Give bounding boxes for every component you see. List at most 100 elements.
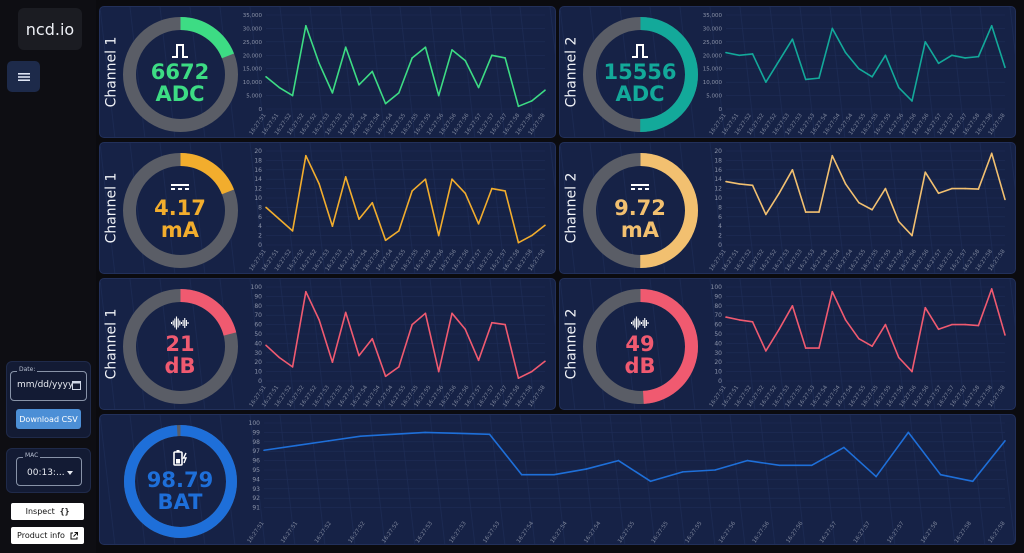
y-tick-label: 40 — [254, 340, 262, 347]
gauge-unit: mA — [620, 218, 660, 242]
gauge: 6672 ADC — [122, 16, 238, 132]
data-point — [371, 70, 374, 73]
data-point — [897, 86, 900, 89]
gauge: 49 dB — [582, 288, 698, 404]
data-point — [517, 105, 520, 108]
series-line — [725, 24, 1006, 102]
data-point — [411, 190, 413, 192]
gauge-readout: 6672 ADC — [123, 17, 238, 132]
data-point — [456, 432, 459, 435]
data-point — [358, 84, 360, 86]
data-point — [937, 328, 940, 331]
data-point — [884, 187, 887, 190]
x-tick-label: 16:27:55 — [651, 520, 670, 544]
x-tick-label: 16:27:53 — [449, 520, 468, 544]
date-field[interactable]: Date: mm/dd/yyyy — [10, 366, 87, 401]
channel-label-text: Channel 1 — [103, 308, 119, 380]
calendar-icon[interactable] — [72, 380, 81, 390]
data-point — [344, 311, 347, 314]
data-point — [437, 370, 440, 373]
y-tick-label: 96 — [252, 458, 260, 465]
data-point — [738, 319, 741, 321]
data-point — [504, 57, 506, 59]
mac-select[interactable]: MAC 00:13:... — [16, 452, 82, 486]
data-point — [714, 469, 716, 471]
x-tick-label: 16:27:58 — [988, 520, 1007, 544]
series-line — [725, 152, 1006, 237]
square-wave-icon — [632, 44, 648, 58]
y-tick-label: 0 — [718, 378, 722, 385]
data-point — [384, 239, 387, 242]
y-tick-label: 35,000 — [243, 13, 263, 19]
y-tick-label: 8 — [258, 204, 262, 211]
data-point — [751, 320, 754, 323]
data-point — [392, 433, 394, 436]
data-point — [464, 328, 467, 331]
y-tick-label: 25,000 — [243, 40, 263, 46]
x-tick-label: 16:27:56 — [752, 520, 771, 544]
ncd-logo[interactable]: ncd.io — [18, 8, 82, 50]
x-tick-label: 16:27:56 — [718, 520, 737, 544]
data-point — [791, 305, 794, 307]
y-tick-label: 35,000 — [703, 13, 723, 19]
x-tick-label: 16:27:57 — [853, 520, 872, 544]
data-point — [791, 38, 794, 40]
data-point — [977, 55, 980, 58]
gauge-fill — [582, 16, 698, 132]
y-tick-label: 12 — [254, 186, 262, 193]
gauge-unit: dB — [624, 354, 656, 378]
battery-charging-icon — [173, 450, 188, 466]
data-point — [530, 234, 533, 237]
data-point — [544, 224, 546, 227]
gauge-readout: 15556 ADC — [583, 17, 698, 132]
gauge-readout: 21 dB — [123, 289, 238, 404]
data-point — [305, 290, 307, 293]
gauge-unit: mA — [160, 218, 200, 242]
line-chart: 35,000 30,000 25,000 20,000 15,000 10,000 5,00… — [243, 13, 547, 136]
data-point — [1004, 66, 1006, 69]
data-point — [858, 67, 860, 70]
data-point — [318, 62, 320, 65]
battery-card: 98.79 BAT 100 99 98 97 96 95 94 93 92 91 16:27:51 16:… — [99, 414, 1016, 545]
data-point — [371, 201, 374, 204]
data-point — [924, 306, 927, 309]
caret-down-icon — [67, 471, 73, 475]
data-point — [295, 444, 298, 447]
download-csv-button[interactable]: Download CSV — [16, 409, 81, 429]
channel-label: Channel 2 — [563, 279, 579, 409]
mac-label: MAC — [23, 452, 41, 459]
inspect-button[interactable]: Inspect {} — [11, 503, 84, 520]
data-point — [858, 201, 860, 204]
product-info-button[interactable]: Product info — [11, 527, 84, 544]
channel-label: Channel 2 — [563, 143, 579, 273]
hamburger-icon — [17, 72, 30, 81]
y-tick-label: 30,000 — [243, 26, 263, 32]
gauge-value: 21 — [165, 332, 195, 356]
gauge: 15556 ADC — [582, 16, 698, 132]
data-point — [738, 54, 741, 57]
data-point — [831, 290, 834, 293]
y-tick-label: 98 — [252, 439, 260, 446]
gauge-fill — [582, 152, 698, 268]
menu-button[interactable] — [7, 61, 40, 92]
dc-current-icon — [631, 184, 649, 190]
data-point — [278, 356, 281, 359]
data-point — [1004, 198, 1006, 201]
panel-card-db2: Channel 2 49 dB 100 90 80 70 60 50 40 30 20 10 0 16:27… — [559, 278, 1016, 410]
y-tick-label: 93 — [252, 486, 260, 493]
data-point — [804, 211, 807, 213]
date-input[interactable]: mm/dd/yyyy — [17, 380, 74, 390]
gauge-unit: dB — [164, 354, 196, 378]
data-point — [907, 431, 910, 434]
data-point — [971, 480, 974, 483]
y-tick-label: 10 — [714, 195, 722, 202]
data-point — [1004, 440, 1006, 442]
data-point — [331, 361, 334, 363]
series-line — [725, 288, 1006, 373]
mac-value: 00:13:... — [27, 468, 65, 478]
gauge-readout: 4.17 mA — [123, 153, 238, 268]
data-point — [424, 46, 427, 49]
x-tick-label: 16:27:51 — [247, 521, 266, 545]
channel-label: Channel 2 — [563, 7, 579, 137]
data-point — [424, 178, 427, 180]
